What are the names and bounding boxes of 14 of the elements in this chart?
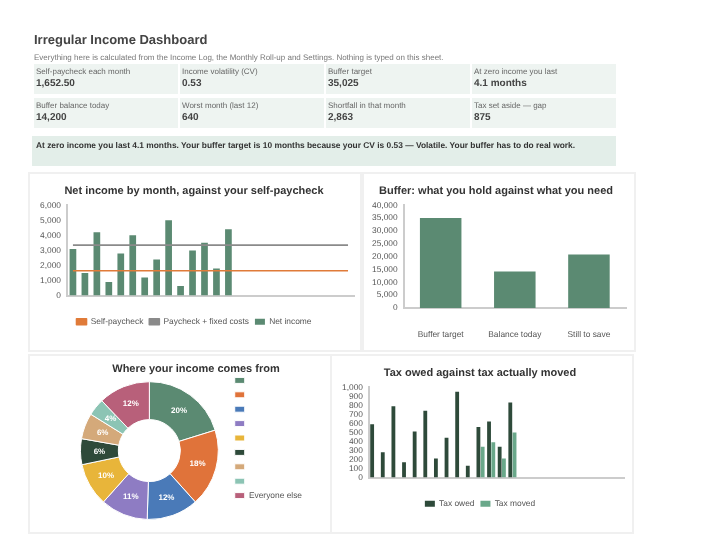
bar xyxy=(189,250,196,296)
bar xyxy=(419,217,462,308)
bar xyxy=(201,242,208,296)
bar xyxy=(105,282,113,296)
bar xyxy=(177,285,184,296)
bar xyxy=(225,229,232,296)
bar xyxy=(153,259,161,296)
bar xyxy=(141,277,149,296)
bar xyxy=(494,271,536,308)
bar xyxy=(117,253,125,296)
bar xyxy=(165,220,172,296)
bar xyxy=(568,254,610,308)
bar xyxy=(129,235,137,296)
bar xyxy=(213,268,220,296)
